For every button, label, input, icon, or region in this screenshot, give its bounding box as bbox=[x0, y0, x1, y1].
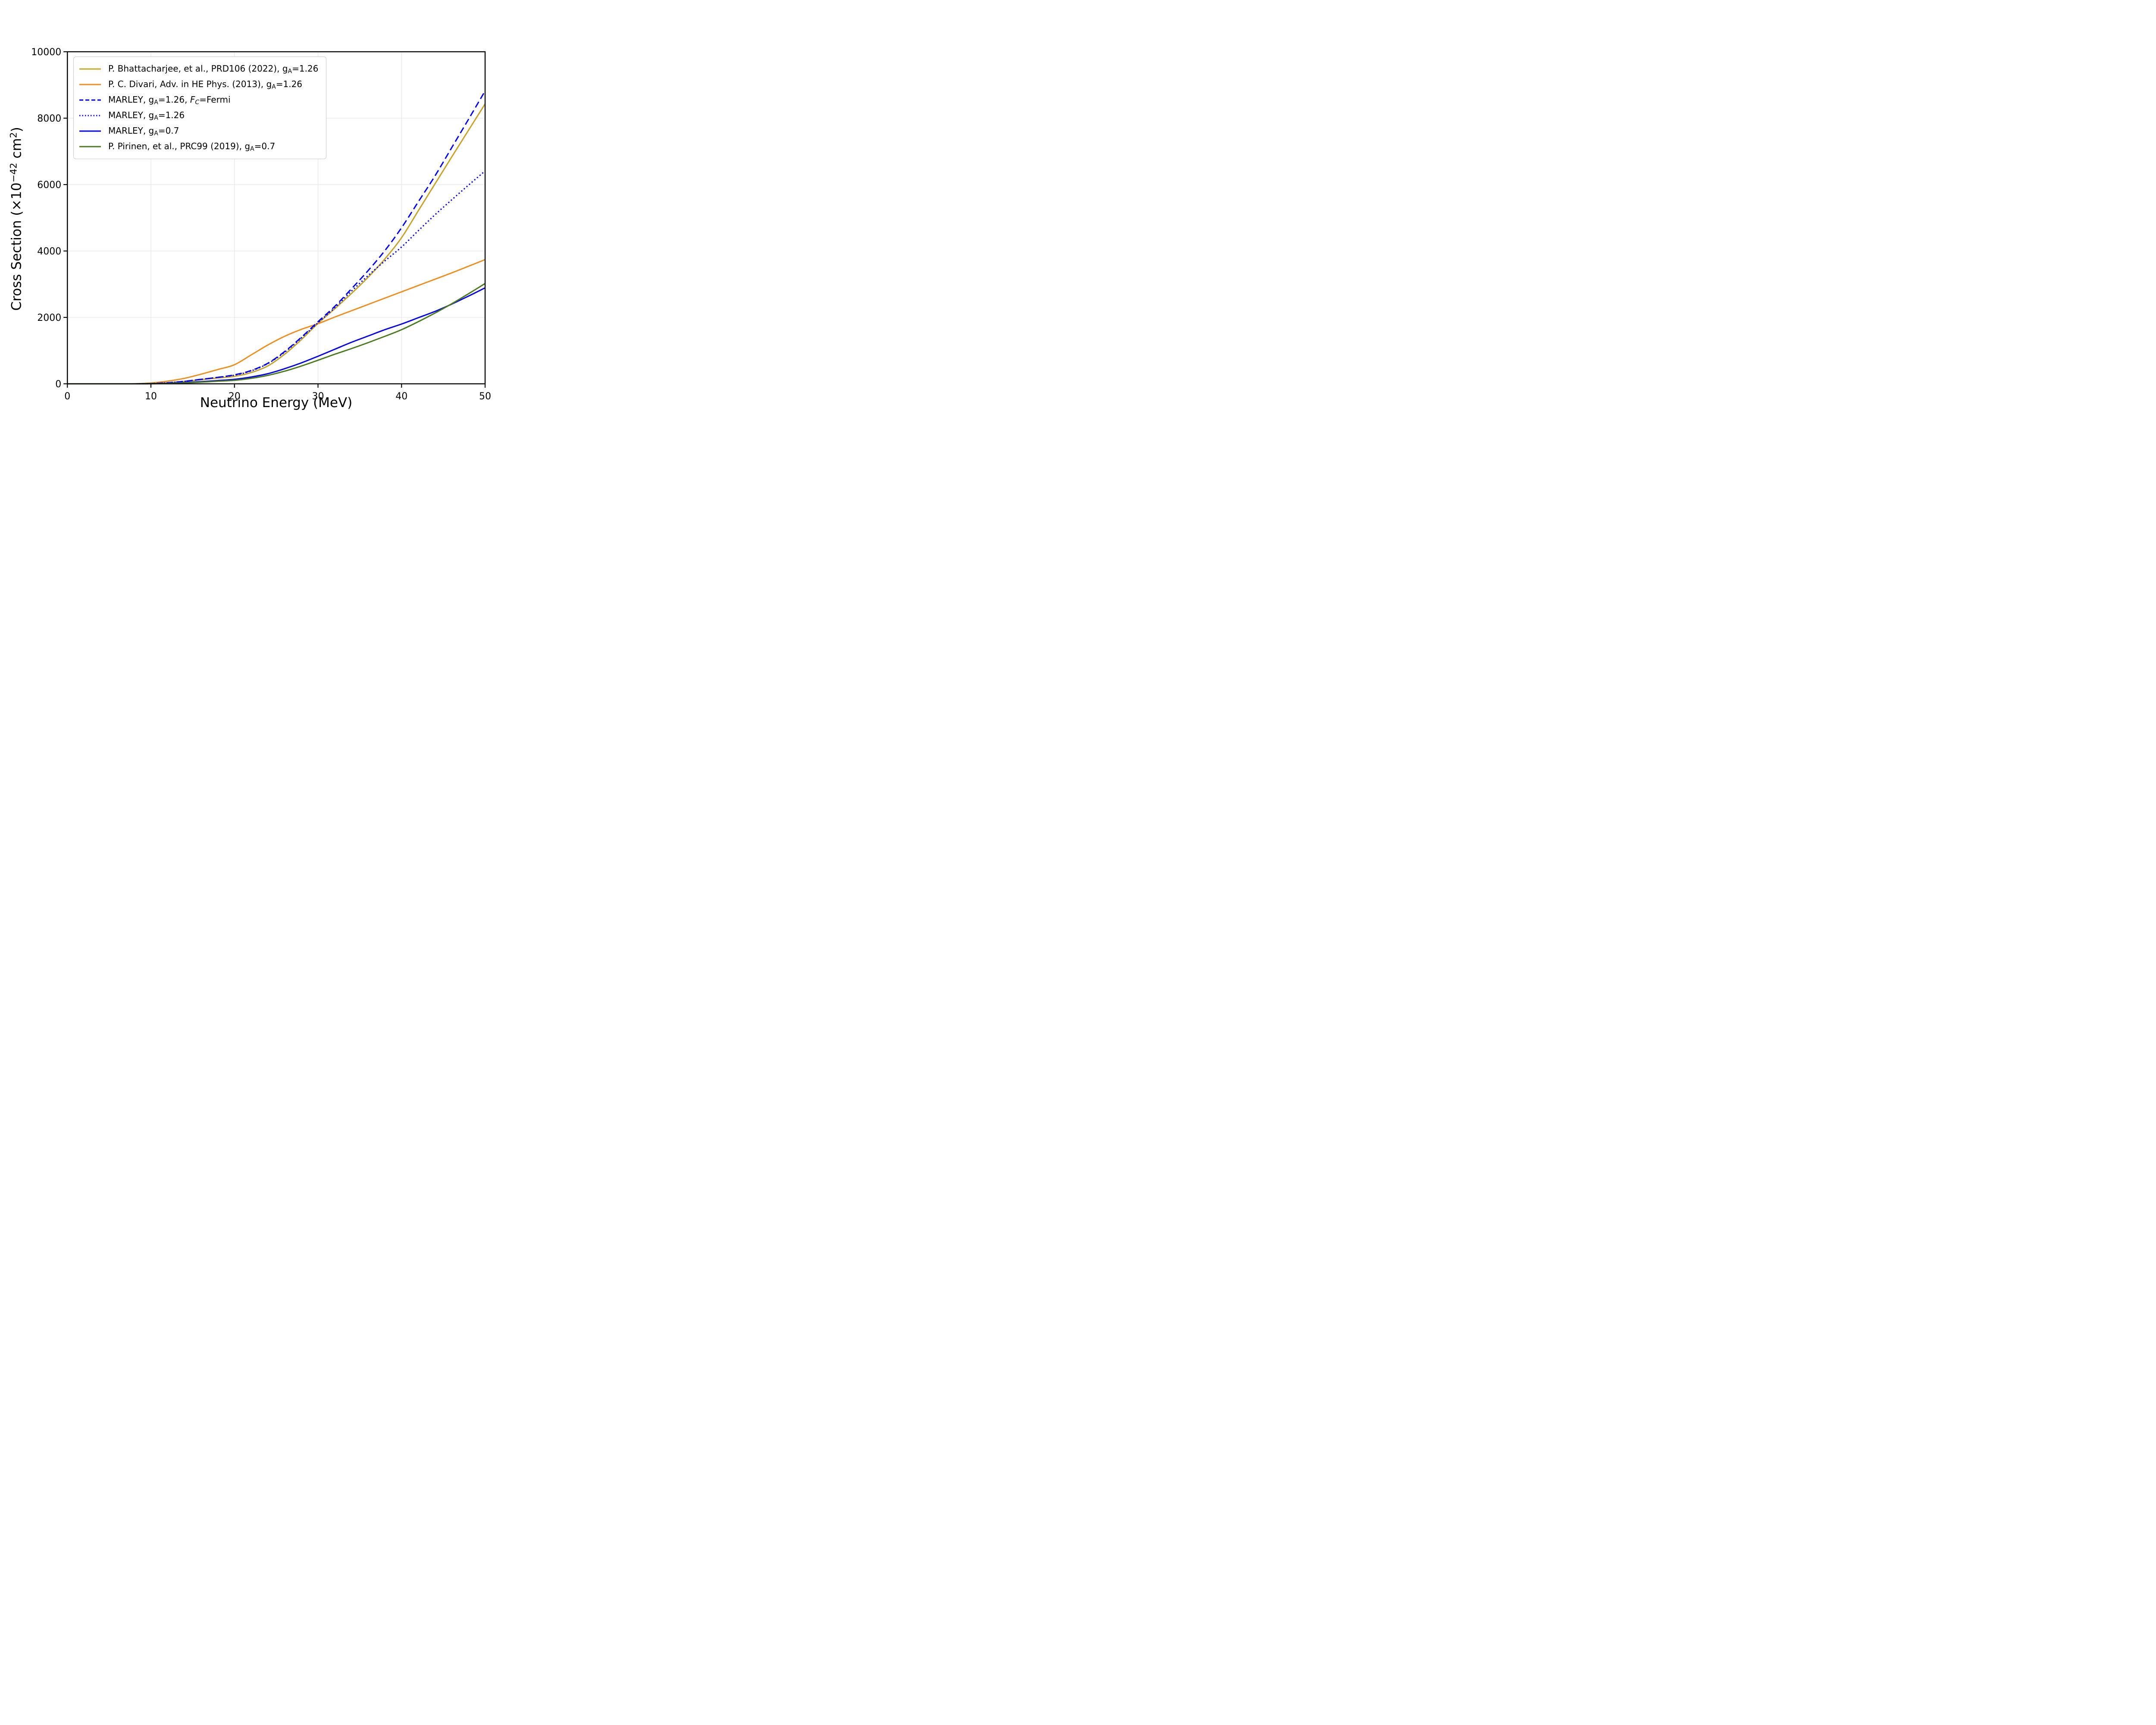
text-segment: A bbox=[288, 68, 292, 75]
y-tick-label-8000: 8000 bbox=[37, 113, 61, 124]
y-tick-label-10000: 10000 bbox=[31, 47, 61, 58]
x-tick-label-10: 10 bbox=[145, 391, 157, 402]
curve-pirinen bbox=[67, 283, 486, 385]
text-segment: A bbox=[154, 130, 158, 137]
legend-row-bhattacharjee: P. Bhattacharjee, et al., PRD106 (2022),… bbox=[79, 61, 318, 77]
y-tick-label-4000: 4000 bbox=[37, 246, 61, 257]
text-segment: ) bbox=[9, 127, 25, 132]
legend-label-pirinen: P. Pirinen, et al., PRC99 (2019), gA=0.7 bbox=[108, 141, 275, 153]
x-tick-label-30: 30 bbox=[312, 391, 324, 402]
text-segment: P. C. Divari, Adv. in HE Phys. (2013), g bbox=[108, 78, 272, 89]
text-segment: P. Bhattacharjee, et al., PRD106 (2022),… bbox=[108, 63, 288, 74]
cross-section-chart: 0 10 20 30 40 50 0 2000 4000 6000 8000 10000 bbox=[31, 47, 491, 402]
legend-label-bhattacharjee: P. Bhattacharjee, et al., PRD106 (2022),… bbox=[108, 63, 318, 75]
legend-row-marley-fermi: MARLEY, gA=1.26, FC=Fermi bbox=[79, 92, 318, 108]
text-segment: Cross Section (×10 bbox=[9, 182, 25, 311]
text-segment: Neutrino Energy (MeV) bbox=[200, 395, 353, 411]
text-segment: A bbox=[272, 83, 276, 91]
y-tick-label-6000: 6000 bbox=[37, 180, 61, 191]
legend-label-marley-126: MARLEY, gA=1.26 bbox=[108, 110, 185, 122]
text-segment: 2 bbox=[8, 132, 19, 138]
x-tick-label-50: 50 bbox=[479, 391, 491, 402]
text-segment: =0.7 bbox=[254, 141, 276, 151]
legend-row-pirinen: P. Pirinen, et al., PRC99 (2019), gA=0.7 bbox=[79, 139, 318, 154]
legend: P. Bhattacharjee, et al., PRD106 (2022),… bbox=[73, 56, 327, 159]
text-segment: MARLEY, g bbox=[108, 110, 154, 120]
axes-spines bbox=[67, 51, 486, 385]
legend-swatch-divari bbox=[79, 84, 101, 85]
text-segment: A bbox=[154, 114, 158, 122]
text-segment: MARLEY, g bbox=[108, 94, 154, 105]
text-segment: =1.26 bbox=[158, 110, 185, 120]
text-segment: =1.26 bbox=[292, 63, 319, 74]
legend-swatch-marley-07 bbox=[79, 130, 101, 132]
legend-row-marley-07: MARLEY, gA=0.7 bbox=[79, 123, 318, 139]
text-segment: =Fermi bbox=[199, 94, 231, 105]
curve-marley-07 bbox=[67, 287, 486, 385]
legend-row-marley-126: MARLEY, gA=1.26 bbox=[79, 108, 318, 123]
text-segment: C bbox=[195, 99, 200, 106]
text-segment: A bbox=[154, 99, 158, 106]
figure: 0 10 20 30 40 50 0 2000 4000 6000 8000 10000 Neutri… bbox=[0, 0, 539, 431]
y-tick-label-2000: 2000 bbox=[37, 313, 61, 323]
legend-label-marley-fermi: MARLEY, gA=1.26, FC=Fermi bbox=[108, 94, 231, 106]
y-tick-label-0: 0 bbox=[55, 379, 61, 390]
text-segment: A bbox=[250, 145, 254, 153]
curve-divari bbox=[67, 259, 486, 385]
x-tick-label-40: 40 bbox=[395, 391, 407, 402]
text-segment: =1.26, bbox=[158, 94, 190, 105]
legend-swatch-pirinen bbox=[79, 146, 101, 147]
x-tick-label-0: 0 bbox=[64, 391, 70, 402]
text-segment: cm bbox=[9, 138, 25, 163]
legend-swatch-bhattacharjee bbox=[79, 68, 101, 70]
x-axis-label: Neutrino Energy (MeV) bbox=[67, 395, 485, 411]
text-segment: MARLEY, g bbox=[108, 125, 154, 136]
text-segment: F bbox=[190, 94, 195, 105]
legend-swatch-marley-126 bbox=[79, 115, 101, 116]
legend-label-marley-07: MARLEY, gA=0.7 bbox=[108, 125, 179, 137]
legend-swatch-marley-fermi bbox=[79, 99, 101, 101]
x-tick-label-20: 20 bbox=[229, 391, 241, 402]
text-segment: P. Pirinen, et al., PRC99 (2019), g bbox=[108, 141, 251, 151]
legend-label-divari: P. C. Divari, Adv. in HE Phys. (2013), g… bbox=[108, 79, 302, 91]
y-axis-label: Cross Section (×10−42 cm2) bbox=[9, 111, 25, 326]
legend-row-divari: P. C. Divari, Adv. in HE Phys. (2013), g… bbox=[79, 77, 318, 92]
text-segment: =1.26 bbox=[276, 78, 303, 89]
text-segment: −42 bbox=[8, 163, 19, 183]
text-segment: =0.7 bbox=[158, 125, 179, 136]
